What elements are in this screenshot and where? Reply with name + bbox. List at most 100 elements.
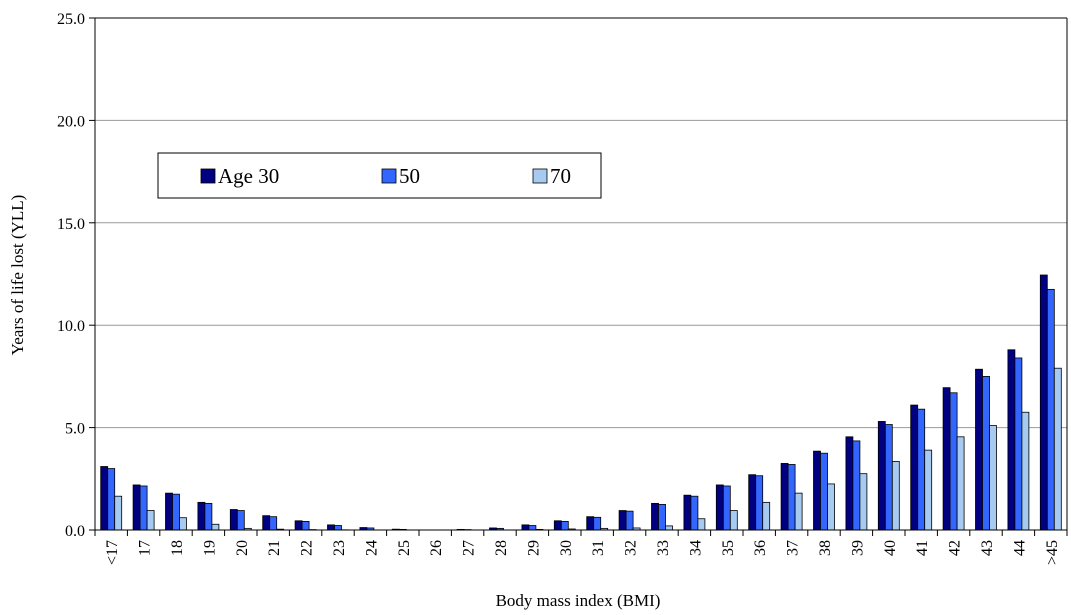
x-tick-label: 33 [655,540,672,556]
bar [334,525,342,531]
bar [560,520,569,531]
x-tick-label: 38 [817,540,834,556]
x-axis-title: Body mass index (BMI) [496,591,661,610]
x-tick-label: 20 [234,540,251,556]
x-tick-label: 26 [428,540,445,556]
gridlines [95,17,1067,429]
y-tick-label: 10.0 [57,318,85,335]
bar [722,485,731,531]
bar [553,520,562,531]
x-tick-label: 42 [947,540,964,556]
bar [618,510,627,531]
bar [107,468,116,531]
bar [697,518,706,531]
bar [114,495,123,531]
bar [813,450,821,531]
bar [146,510,155,531]
legend-label: 70 [550,164,571,188]
bar [859,473,868,531]
bar [762,501,771,531]
bar [294,520,303,531]
legend-swatch [381,168,397,184]
bar [665,525,673,531]
bar [197,501,206,531]
y-tick-label: 25.0 [57,11,85,28]
y-axis-title: Years of life lost (YLL) [8,195,27,356]
x-tick-label: 19 [201,540,218,556]
legend-label: Age 30 [218,164,279,188]
bar [690,495,699,531]
bar [975,368,983,531]
bar [820,452,828,531]
bar [877,421,886,531]
x-tick-label: 40 [882,540,899,556]
x-tick-label: 34 [687,540,704,556]
legend: Age 30 50 70 [157,152,602,199]
bar [949,392,958,531]
bar [827,483,835,531]
x-tick-label: 32 [623,540,640,556]
bar [236,510,245,531]
bar [593,516,602,531]
x-tick-label: <17 [104,540,121,565]
bar [204,502,213,531]
y-tick-label: 15.0 [57,216,85,233]
bar [910,404,919,531]
x-tick-label: 21 [266,540,283,556]
x-tick-label: 28 [493,540,510,556]
bar [262,515,271,531]
bar [852,440,861,531]
bar [229,509,238,531]
y-tick-labels: 0.0 5.0 10.0 15.0 20.0 25.0 [57,11,85,540]
bar [625,510,634,531]
bar [586,516,595,531]
bar [794,492,803,531]
y-tick-label: 0.0 [65,523,85,540]
x-tick-label: 25 [396,540,413,556]
bars-group [100,274,1062,531]
bar [780,463,789,531]
x-tick-label: 37 [785,540,802,556]
bar [982,375,990,531]
legend-swatch [532,168,548,184]
bar [884,424,893,531]
bar [521,524,530,531]
bar [651,502,659,531]
bar [989,425,997,531]
bar [139,485,148,531]
bar [956,436,965,531]
x-tick-label: 27 [461,540,478,556]
legend-label: 50 [399,164,420,188]
bar [845,436,854,531]
bar [1014,357,1023,531]
bar [787,464,796,531]
bar [1021,411,1030,531]
bar [658,503,666,531]
bar [729,510,738,531]
bar [1039,274,1048,531]
axes [89,17,1068,536]
bar [715,484,724,531]
x-tick-label: 41 [914,540,931,556]
x-tick-label: 36 [752,540,769,556]
bar [748,474,757,531]
bar [100,466,109,531]
bar [165,492,173,531]
bar [1046,288,1055,531]
bar [924,449,933,531]
bar [755,475,764,531]
bar [917,408,926,531]
bar [132,484,141,531]
x-tick-label: 24 [363,540,380,556]
x-tick-label: 18 [169,540,186,556]
bar [179,517,187,531]
x-tick-label: 17 [137,540,154,556]
x-tick-label: 29 [525,540,542,556]
x-tick-label: 23 [331,540,348,556]
legend-swatch [200,168,216,184]
x-tick-label: 35 [720,540,737,556]
bar [211,523,220,531]
y-tick-label: 5.0 [65,421,85,438]
x-tick-label: 31 [590,540,607,556]
